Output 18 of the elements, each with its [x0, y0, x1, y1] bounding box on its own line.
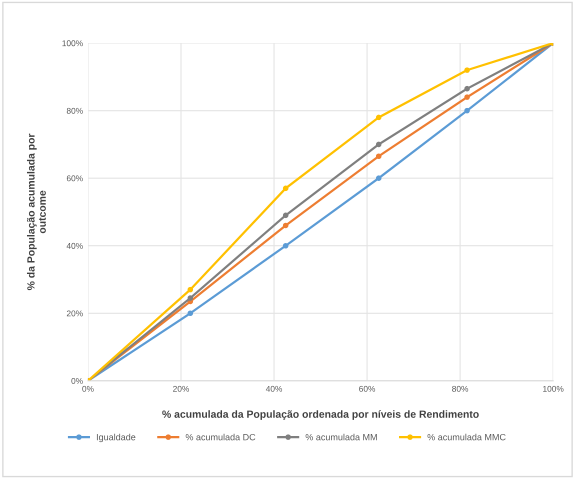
legend-label: % acumulada MMC [428, 434, 506, 440]
x-tick-label: 0% [82, 386, 94, 392]
legend-label: % acumulada DC [186, 434, 256, 440]
x-tick-label: 20% [173, 386, 190, 392]
x-tick-label: 100% [543, 386, 564, 392]
y-tick-label: 80% [66, 108, 83, 114]
y-tick-label: 100% [62, 40, 83, 46]
x-tick-label: 40% [266, 386, 282, 392]
y-tick-label: 20% [66, 310, 83, 316]
y-tick-label: 0% [71, 378, 83, 384]
y-axis-title: % da População acumulada por outcome [26, 134, 46, 290]
x-tick-label: 60% [359, 386, 376, 392]
legend-label: % acumulada MM [306, 434, 377, 440]
x-tick-label: 80% [452, 386, 468, 392]
legend-label: Igualdade [96, 434, 136, 442]
y-tick-label: 60% [66, 175, 83, 182]
x-axis-title: % acumulada da População ordenada por níveis de Rendimento [162, 410, 479, 420]
y-tick-label: 40% [66, 242, 83, 249]
